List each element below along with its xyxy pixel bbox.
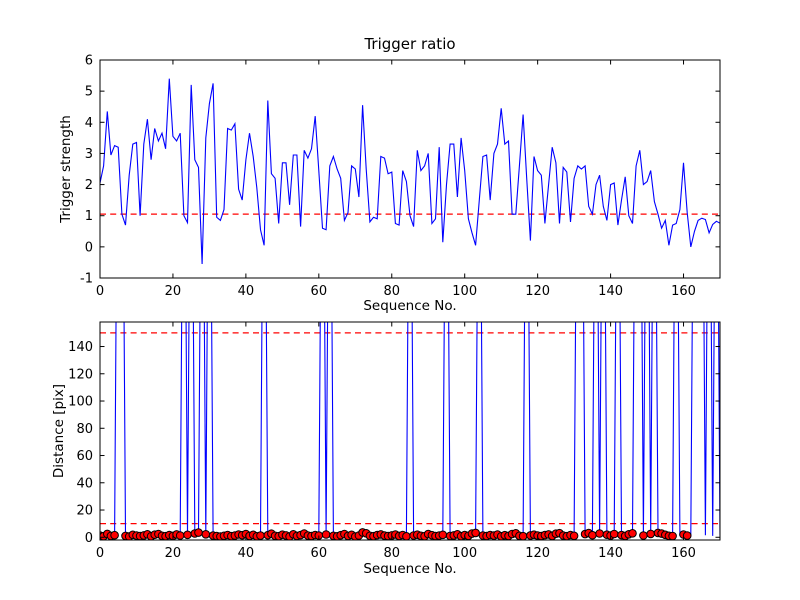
data-point-marker: [438, 530, 448, 540]
bottom-axes: 0 20 40 60 80 100 120 140 160 0 20 40 60 80 100 120 140: [68, 321, 721, 561]
x-tick-label: 80: [383, 284, 400, 299]
y-tick-label: 2: [85, 178, 93, 193]
data-point-marker: [194, 528, 203, 537]
top-x-axis-label: Sequence No.: [363, 298, 457, 314]
x-tick-label: 40: [238, 284, 255, 299]
data-point-marker: [256, 531, 265, 540]
x-tick-label: 60: [311, 546, 328, 561]
distance-line: [100, 322, 720, 538]
data-point-marker: [668, 531, 677, 540]
axes-frame: [99, 321, 721, 541]
data-point-marker: [471, 528, 480, 538]
x-tick-label: 40: [238, 546, 255, 561]
y-tick-label: 80: [76, 422, 93, 437]
y-tick-label: -1: [80, 272, 93, 287]
data-point-marker: [201, 530, 211, 539]
data-point-marker: [682, 531, 692, 540]
x-tick-label: 20: [165, 284, 182, 299]
x-tick-label: 100: [452, 284, 477, 299]
x-tick-label: 160: [671, 546, 696, 561]
x-tick-label: 160: [671, 284, 696, 299]
y-tick-label: 1: [85, 209, 93, 224]
chart-title: Trigger ratio: [364, 35, 456, 53]
axes-frame: [99, 59, 721, 279]
x-tick-label: 120: [525, 284, 550, 299]
x-tick-label: 140: [598, 546, 623, 561]
y-tick-label: 100: [68, 395, 93, 410]
data-point-marker: [595, 529, 604, 538]
data-point-marker: [183, 530, 192, 540]
data-point-marker: [321, 530, 331, 539]
data-point-marker: [175, 531, 185, 540]
data-point-marker: [110, 530, 119, 540]
distance-markers: [100, 528, 692, 540]
data-point-marker: [628, 529, 637, 538]
data-point-marker: [639, 531, 648, 540]
x-tick-label: 140: [598, 284, 623, 299]
bottom-x-axis-label: Sequence No.: [363, 561, 457, 577]
data-point-marker: [646, 529, 656, 539]
x-tick-label: 20: [165, 546, 182, 561]
x-tick-label: 0: [96, 284, 104, 299]
x-tick-label: 60: [311, 284, 328, 299]
y-tick-label: 120: [68, 367, 93, 382]
data-point-marker: [402, 532, 411, 540]
y-tick-label: 5: [85, 85, 93, 100]
x-tick-label: 0: [96, 546, 104, 561]
data-point-marker: [588, 530, 597, 540]
y-tick-label: 40: [76, 476, 93, 491]
data-point-marker: [518, 531, 528, 540]
y-tick-label: 3: [85, 147, 93, 162]
data-point-marker: [569, 531, 579, 540]
data-point-marker: [609, 529, 619, 539]
x-tick-label: 120: [525, 546, 550, 561]
y-tick-label: 0: [85, 531, 93, 546]
y-tick-label: 20: [76, 504, 93, 519]
x-tick-label: 100: [452, 546, 477, 561]
x-tick-label: 80: [383, 546, 400, 561]
y-tick-label: 140: [68, 340, 93, 355]
y-tick-label: 0: [85, 240, 93, 255]
y-tick-label: 60: [76, 449, 93, 464]
y-tick-label: 4: [85, 116, 93, 131]
y-tick-label: 6: [85, 54, 93, 69]
trigger-strength-line: [100, 78, 720, 265]
